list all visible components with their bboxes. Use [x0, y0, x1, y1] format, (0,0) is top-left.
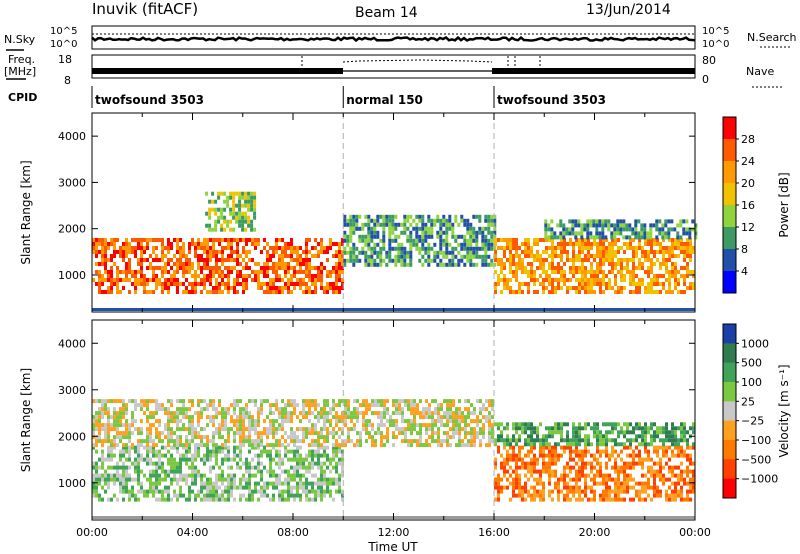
x-axis-label: Time UT — [367, 540, 418, 554]
cpid-panel: CPID twofsound 3503 normal 150 twofsound 3… — [8, 86, 606, 108]
freq-unit: [MHz] — [4, 65, 36, 78]
power-region-3 — [494, 238, 695, 294]
power-colorbar-label-6: 4 — [741, 265, 748, 278]
radar-summary-plot: Inuvik (fitACF) Beam 14 13/Jun/2014 N.Sk… — [0, 0, 800, 554]
power-region-4 — [544, 219, 697, 239]
nsearch-tick-bottom: 10^0 — [702, 39, 729, 50]
velocity-ylabel: Slant Range [km] — [19, 368, 33, 472]
power-colorbar-swatch-6 — [723, 249, 736, 272]
freq-frame — [92, 55, 695, 78]
cpid-segment-1: normal 150 — [346, 93, 423, 107]
velocity-colorbar-label-6: −500 — [741, 453, 771, 466]
power-colorbar-label-3: 16 — [741, 199, 755, 212]
power-ytick-label-3: 4000 — [58, 130, 86, 143]
x-tick-label-0: 00:00 — [76, 526, 108, 539]
velocity-colorbar-label-1: 500 — [741, 357, 762, 370]
nave-tick-top: 80 — [702, 54, 716, 67]
velocity-colorbar-swatch-7 — [723, 459, 736, 479]
power-colorbar-label-5: 8 — [741, 243, 748, 256]
power-ylabel: Slant Range [km] — [19, 160, 33, 264]
power-colorbar-title: Power [dB] — [777, 172, 791, 237]
nsky-panel: N.Sky 10^5 10^0 10^5 10^0 N.Search — [4, 26, 797, 50]
cpid-segment-0: twofsound 3503 — [95, 93, 204, 107]
nave-trace — [343, 60, 492, 62]
velocity-colorbar-label-2: 100 — [741, 376, 762, 389]
power-colorbar-swatch-0 — [723, 117, 736, 140]
beam-title: Beam 14 — [355, 5, 418, 21]
velocity-ytick-label-3: 4000 — [58, 337, 86, 350]
velocity-ytick-label-2: 3000 — [58, 384, 86, 397]
velocity-colorbar-swatch-4 — [723, 401, 736, 421]
velocity-region-3 — [494, 422, 695, 446]
nsearch-label: N.Search — [747, 31, 797, 44]
velocity-colorbar-swatch-2 — [723, 363, 736, 383]
velocity-colorbar-label-0: 1000 — [741, 337, 769, 350]
cpid-segment-2: twofsound 3503 — [497, 93, 606, 107]
freq-tick-top: 18 — [58, 53, 72, 66]
velocity-colorbar-label-3: 25 — [741, 395, 755, 408]
velocity-region-2 — [494, 446, 695, 502]
power-colorbar-swatch-7 — [723, 271, 736, 294]
velocity-colorbar-swatch-0 — [723, 324, 736, 344]
velocity-colorbar-title: Velocity [m s⁻¹] — [777, 364, 791, 457]
nsky-tick-bottom: 10^0 — [50, 39, 77, 50]
x-tick-label-5: 20:00 — [579, 526, 611, 539]
velocity-colorbar-label-7: −1000 — [741, 473, 778, 486]
time-axis: Time UT 00:00 04:00 08:00 12:00 16:00 20:00 00… — [76, 526, 711, 554]
power-colorbar-swatch-3 — [723, 183, 736, 206]
power-region-2 — [343, 215, 496, 267]
velocity-colorbar-label-5: −100 — [741, 434, 771, 447]
power-ytick-label-0: 1000 — [58, 269, 86, 282]
nave-tick-bottom: 0 — [702, 73, 709, 86]
velocity-colorbar-label-4: −25 — [741, 415, 764, 428]
x-tick-label-3: 12:00 — [378, 526, 410, 539]
date-title: 13/Jun/2014 — [586, 2, 671, 18]
freq-panel: Freq. [MHz] 18 8 80 0 Nave — [4, 53, 782, 87]
power-panel: 1000 2000 3000 4000 Slant Range [km] 28 24 20 16… — [19, 113, 791, 312]
power-region-0 — [92, 238, 344, 294]
power-colorbar-swatch-4 — [723, 205, 736, 228]
velocity-panel: 1000 2000 3000 4000 Slant Range [km] 1000 500 1… — [19, 320, 791, 520]
nsky-label: N.Sky — [4, 33, 36, 46]
x-tick-label-4: 16:00 — [478, 526, 510, 539]
freq-trace-a — [92, 68, 343, 74]
power-colorbar-label-0: 28 — [741, 133, 755, 146]
nsearch-tick-top: 10^5 — [702, 26, 729, 37]
velocity-colorbar-swatch-3 — [723, 382, 736, 402]
x-tick-label-1: 04:00 — [177, 526, 209, 539]
power-ytick-label-2: 3000 — [58, 176, 86, 189]
power-colorbar-swatch-5 — [723, 227, 736, 250]
velocity-colorbar-swatch-6 — [723, 440, 736, 460]
power-colorbar-swatch-1 — [723, 139, 736, 162]
power-ytick-label-1: 2000 — [58, 223, 86, 236]
velocity-region-1 — [92, 399, 494, 447]
station-title: Inuvik (fitACF) — [92, 0, 198, 18]
freq-tick-bottom: 8 — [64, 74, 71, 87]
power-colorbar-label-2: 20 — [741, 177, 755, 190]
power-colorbar-label-1: 24 — [741, 155, 755, 168]
velocity-ytick-label-0: 1000 — [58, 477, 86, 490]
nsky-tick-top: 10^5 — [50, 26, 77, 37]
power-region-1 — [205, 192, 256, 232]
x-tick-label-2: 08:00 — [277, 526, 309, 539]
nave-label: Nave — [746, 65, 774, 78]
freq-trace-b — [492, 68, 695, 74]
velocity-ytick-label-1: 2000 — [58, 430, 86, 443]
velocity-region-0 — [92, 446, 344, 502]
power-colorbar-label-4: 12 — [741, 221, 755, 234]
cpid-label: CPID — [8, 91, 37, 104]
nsky-trace — [92, 38, 695, 41]
power-colorbar-swatch-2 — [723, 161, 736, 184]
x-tick-label-6: 00:00 — [679, 526, 711, 539]
velocity-colorbar-swatch-8 — [723, 479, 736, 499]
velocity-colorbar-swatch-1 — [723, 343, 736, 363]
velocity-colorbar-swatch-5 — [723, 421, 736, 441]
